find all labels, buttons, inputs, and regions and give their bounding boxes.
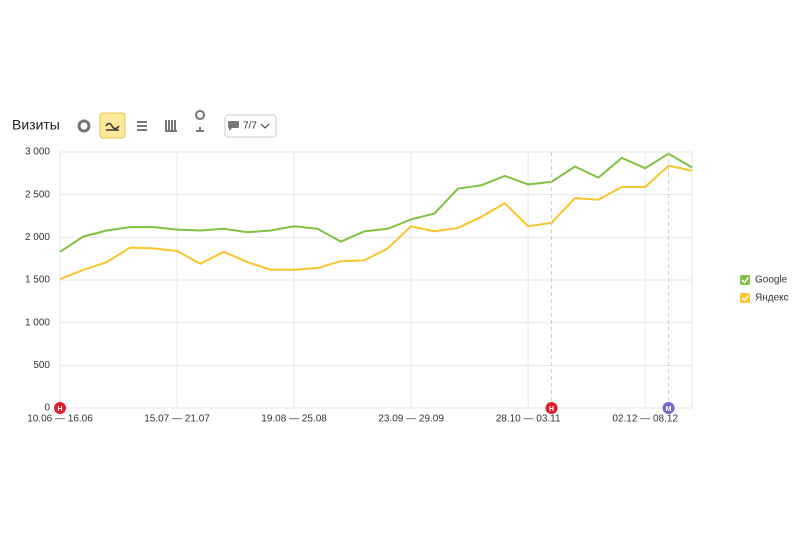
legend-entry[interactable]: Яндекс	[740, 293, 789, 304]
legend-check	[741, 295, 750, 302]
comment-icon	[228, 121, 239, 131]
y-tick-label: 2 500	[25, 189, 50, 200]
legend-label: Яндекс	[755, 293, 789, 304]
x-tick-label: 10.06 — 16.06	[27, 414, 93, 425]
y-tick-label: 2 000	[25, 232, 50, 243]
chart-title: Визиты	[12, 117, 60, 133]
series-line	[59, 164, 693, 281]
map-icon[interactable]	[195, 110, 206, 132]
annotation-label: Н	[57, 406, 62, 413]
x-tick-label: 28.10 — 03.11	[496, 414, 561, 425]
line-icon	[105, 122, 120, 131]
series-line	[59, 152, 693, 253]
annotation-marker[interactable]	[662, 402, 675, 414]
x-tick-label: 15.07 — 21.07	[144, 414, 210, 425]
x-tick-label: 23.09 — 29.09	[378, 414, 444, 425]
y-tick-label: 1 000	[25, 317, 50, 328]
annotation-label: М	[666, 406, 672, 413]
legend-check	[741, 277, 750, 284]
legend-label: Google	[755, 275, 788, 286]
annotation-label: Н	[549, 406, 554, 413]
legend-checkbox	[740, 275, 750, 285]
pie-icon[interactable]	[77, 119, 91, 133]
y-tick-label: 0	[44, 403, 50, 414]
dropdown-arrow	[260, 123, 270, 129]
area-icon[interactable]	[137, 121, 147, 131]
y-tick-label: 3 000	[25, 147, 50, 158]
legend-checkbox	[740, 293, 750, 303]
x-tick-label: 02.12 — 08.12	[612, 414, 678, 425]
annotations-dropdown[interactable]	[224, 114, 277, 138]
annotations-counter: 7/7	[243, 121, 257, 132]
x-tick-label: 19.08 — 25.08	[261, 414, 327, 425]
annotation-marker[interactable]	[545, 402, 558, 414]
y-tick-label: 1 500	[25, 275, 50, 286]
toolbar: 7/7	[77, 110, 277, 139]
bar-icon[interactable]	[165, 120, 177, 132]
legend-entry[interactable]: Google	[740, 275, 788, 286]
y-tick-label: 500	[33, 360, 50, 371]
annotation-marker[interactable]	[54, 402, 66, 414]
